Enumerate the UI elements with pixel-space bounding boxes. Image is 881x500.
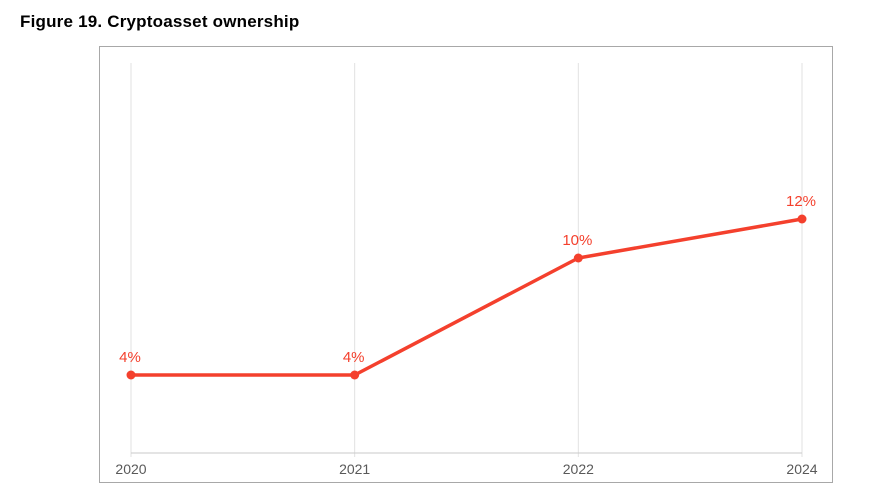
line-chart: 2020 2021 2022 2024 4% 4% 10% 12% [115, 63, 818, 477]
x-tick-label: 2021 [339, 461, 370, 477]
data-point [797, 214, 807, 224]
data-label: 4% [119, 349, 141, 366]
data-point [573, 253, 583, 263]
data-point [126, 370, 136, 380]
data-label: 4% [343, 349, 365, 366]
x-tick-label: 2020 [115, 461, 146, 477]
figure-title: Figure 19. Cryptoasset ownership [20, 12, 300, 31]
data-label: 12% [786, 193, 816, 210]
x-tick-label: 2022 [563, 461, 594, 477]
x-tick-label: 2024 [786, 461, 817, 477]
data-label: 10% [562, 232, 592, 249]
chart-area: 2020 2021 2022 2024 4% 4% 10% 12% [99, 46, 833, 483]
data-line [129, 217, 804, 377]
data-point [350, 370, 360, 380]
